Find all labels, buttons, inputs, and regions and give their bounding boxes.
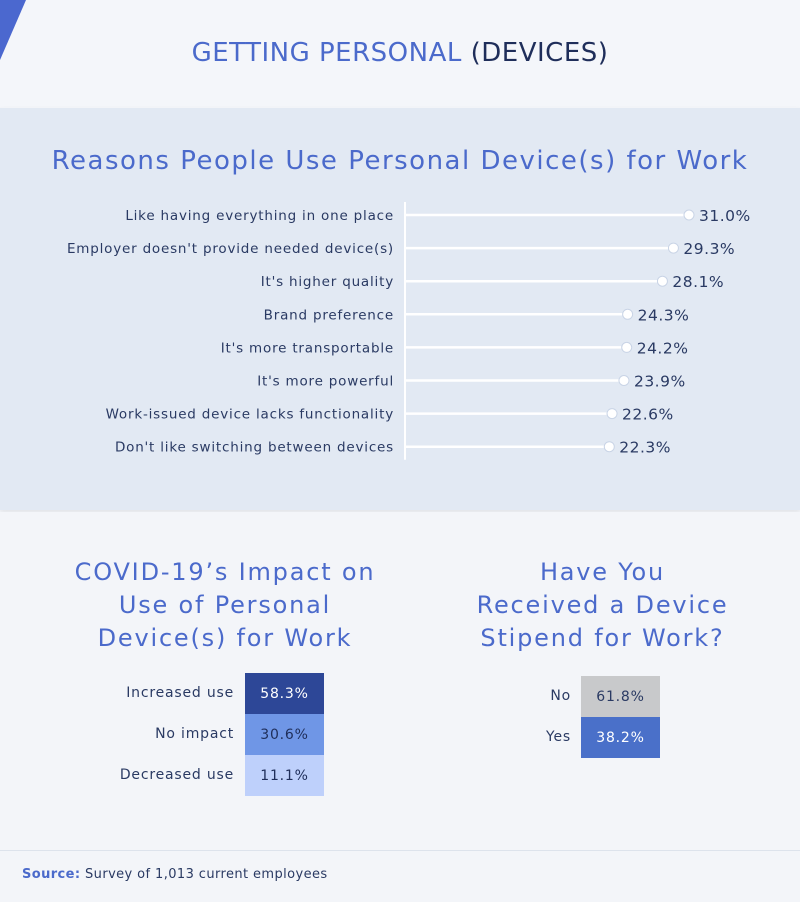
lollipop-dot (621, 341, 633, 353)
category-label: It's more powerful (257, 374, 394, 390)
covid-title-line: Device(s) for Work (97, 624, 353, 652)
stipend-title-line: Stipend for Work? (480, 624, 725, 652)
lollipop-dot (667, 242, 679, 254)
covid-row-label: Increased use (126, 684, 234, 701)
footer: Source: Survey of 1,013 current employee… (0, 850, 800, 902)
reasons-lollipop-chart: Like having everything in one place 31.0%… (67, 202, 751, 460)
category-label: It's more transportable (221, 340, 394, 356)
page-title-part1: GETTING PERSONAL (191, 38, 471, 68)
lollipop-dot (656, 275, 668, 287)
corner-accent (0, 0, 26, 60)
category-label: Like having everything in one place (125, 208, 394, 224)
covid-value-box: 30.6% (245, 714, 324, 755)
category-label: Don't like switching between devices (115, 440, 394, 456)
value-label: 23.9% (634, 373, 686, 391)
covid-value-box: 58.3% (245, 673, 324, 714)
lollipop-dot (606, 408, 618, 420)
page-title-part2: (DEVICES) (470, 38, 609, 68)
category-label: Work-issued device lacks functionality (106, 407, 394, 423)
covid-value-box: 11.1% (245, 755, 324, 796)
stipend-row-label: No (550, 687, 571, 704)
stipend-value-box: 61.8% (581, 676, 660, 717)
header: GETTING PERSONAL (DEVICES) (0, 0, 800, 108)
stipend-value-box: 38.2% (581, 717, 660, 758)
page-title: GETTING PERSONAL (DEVICES) (0, 38, 800, 68)
covid-row-label: Decreased use (119, 766, 234, 783)
reasons-chart-title: Reasons People Use Personal Device(s) fo… (51, 146, 749, 176)
value-label: 24.2% (637, 339, 689, 357)
source-text: Survey of 1,013 current employees (85, 867, 328, 882)
stipend-title-line: Have You (539, 558, 666, 586)
covid-chart-title: COVID-19’s Impact on Use of Personal Dev… (40, 556, 410, 655)
stipend-chart-title: Have You Received a Device Stipend for W… (430, 556, 775, 655)
stipend-row-label: Yes (546, 728, 571, 745)
category-label: It's higher quality (261, 274, 394, 290)
covid-title-line: COVID-19’s Impact on (74, 558, 376, 586)
value-label: 22.3% (619, 439, 671, 457)
value-label: 24.3% (638, 306, 690, 324)
lower-panel: COVID-19’s Impact on Use of Personal Dev… (0, 512, 800, 850)
category-label: Employer doesn't provide needed device(s… (67, 241, 394, 257)
source-note: Source: Survey of 1,013 current employee… (22, 867, 328, 882)
reasons-panel: Reasons People Use Personal Device(s) fo… (0, 108, 800, 510)
lollipop-dot (622, 308, 634, 320)
lollipop-dot (683, 209, 695, 221)
lollipop-dot (603, 441, 615, 453)
covid-title-line: Use of Personal (118, 591, 332, 619)
lollipop-dot (618, 375, 630, 386)
value-label: 22.6% (622, 406, 674, 424)
covid-row-label: No impact (155, 725, 234, 742)
source-label: Source: (22, 867, 81, 882)
category-label: Brand preference (264, 307, 394, 323)
value-label: 29.3% (683, 240, 735, 258)
value-label: 28.1% (672, 273, 724, 291)
value-label: 31.0% (699, 207, 751, 225)
stipend-title-line: Received a Device (476, 591, 729, 619)
